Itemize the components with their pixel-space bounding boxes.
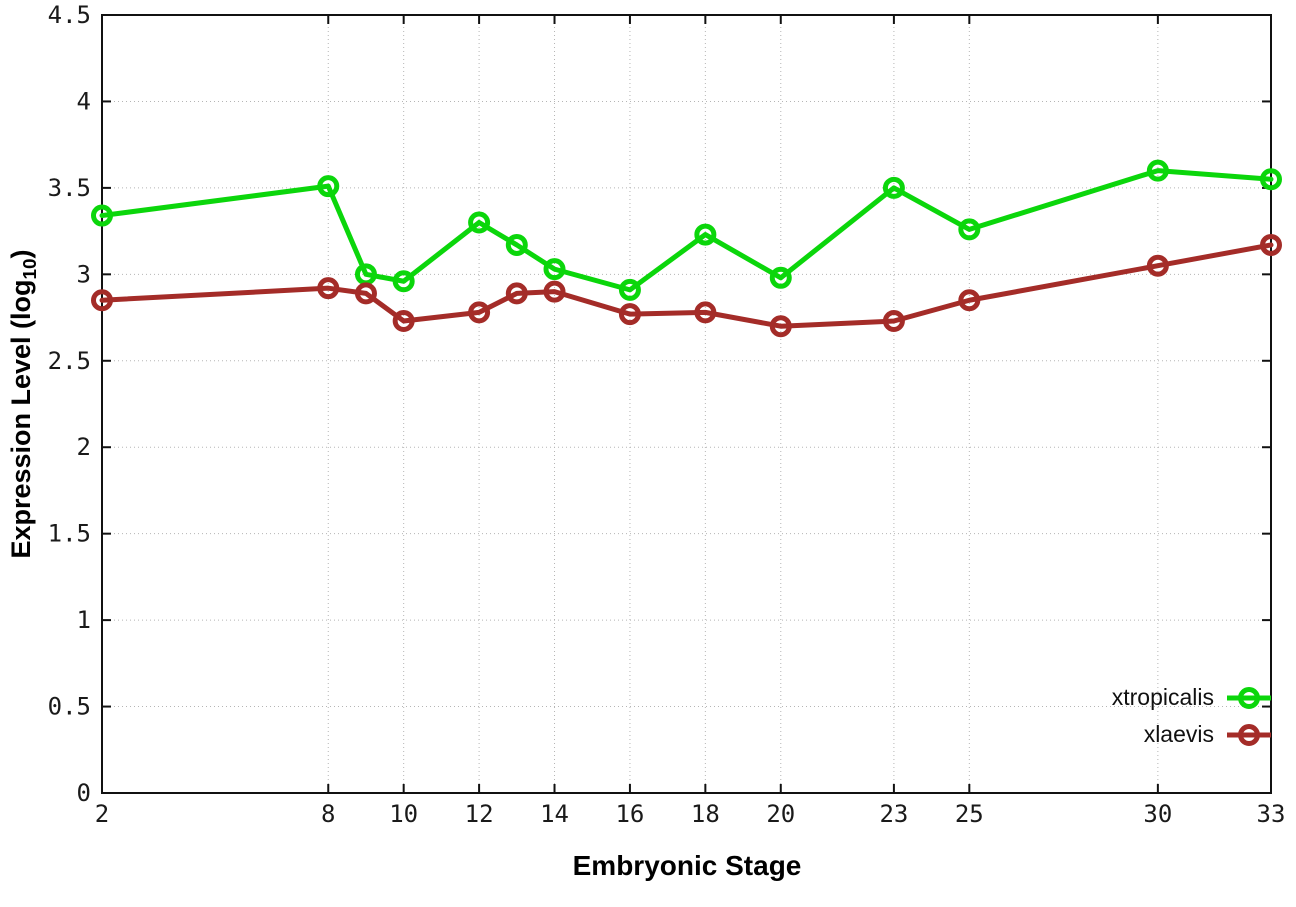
x-tick-label: 14 <box>540 800 569 828</box>
data-point-xtropicalis <box>694 223 717 246</box>
data-point-xtropicalis <box>958 218 981 241</box>
data-point-xlaevis <box>769 315 792 338</box>
data-point-xlaevis <box>354 282 377 305</box>
legend-item-xlaevis: xlaevis <box>1112 716 1272 753</box>
data-point-xlaevis <box>317 277 340 300</box>
data-point-xlaevis <box>468 301 491 324</box>
series-line-xlaevis <box>99 242 1274 329</box>
y-tick-label: 4 <box>77 87 91 115</box>
x-tick-label: 18 <box>691 800 720 828</box>
data-point-xlaevis <box>392 310 415 333</box>
y-tick-label: 0.5 <box>48 693 91 721</box>
data-point-xlaevis <box>618 303 641 326</box>
data-point-xtropicalis <box>1260 168 1282 191</box>
data-point-xtropicalis <box>618 278 641 301</box>
x-tick-label: 12 <box>465 800 494 828</box>
y-tick-label: 4.5 <box>48 1 91 29</box>
x-tick-label: 16 <box>615 800 644 828</box>
y-axis-title: Expression Level (log10) <box>6 249 42 558</box>
data-point-xlaevis <box>1146 254 1169 277</box>
y-axis-title-subscript: 10 <box>20 258 42 280</box>
x-tick-label: 23 <box>879 800 908 828</box>
y-tick-label: 1.5 <box>48 520 91 548</box>
data-point-xlaevis <box>543 280 566 303</box>
data-point-xlaevis <box>505 282 528 305</box>
legend-item-xtropicalis: xtropicalis <box>1112 679 1272 716</box>
legend-label-xtropicalis: xtropicalis <box>1111 684 1214 710</box>
x-tick-label: 10 <box>389 800 418 828</box>
x-tick-label: 25 <box>955 800 984 828</box>
y-axis-title-text: Expression Level (log <box>5 279 36 559</box>
y-tick-label: 0 <box>77 779 91 807</box>
series-line-xtropicalis <box>99 168 1274 293</box>
data-point-xlaevis <box>882 310 905 333</box>
y-axis-title-suffix: ) <box>5 249 36 259</box>
legend-label-xlaevis: xlaevis <box>1143 721 1214 747</box>
y-tick-label: 3.5 <box>48 174 91 202</box>
plot-border <box>101 14 1272 794</box>
y-tick-label: 3 <box>77 260 91 288</box>
x-tick-label: 30 <box>1143 800 1172 828</box>
legend-line-marker-icon <box>1227 686 1271 709</box>
data-point-xlaevis <box>958 289 981 312</box>
x-axis-title: Embryonic Stage <box>572 850 802 881</box>
legend: xtropicalis xlaevis <box>1112 679 1272 753</box>
data-point-xtropicalis <box>468 211 491 234</box>
data-point-xtropicalis <box>543 258 566 281</box>
x-tick-label: 33 <box>1257 800 1286 828</box>
x-tick-label: 8 <box>321 800 335 828</box>
data-point-xlaevis <box>91 289 113 312</box>
data-point-xtropicalis <box>882 176 905 199</box>
data-point-xtropicalis <box>505 233 528 256</box>
data-point-xtropicalis <box>1146 159 1169 182</box>
data-point-xtropicalis <box>91 204 113 227</box>
legend-line-marker-icon <box>1227 723 1271 746</box>
data-point-xlaevis <box>1260 233 1282 256</box>
x-tick-label: 2 <box>95 800 109 828</box>
y-tick-label: 2.5 <box>48 347 91 375</box>
x-tick-label: 20 <box>766 800 795 828</box>
data-point-xtropicalis <box>392 270 415 293</box>
data-point-xtropicalis <box>769 266 792 289</box>
y-tick-label: 2 <box>77 433 91 461</box>
y-tick-label: 1 <box>77 606 91 634</box>
data-point-xtropicalis <box>317 175 340 198</box>
data-point-xlaevis <box>694 301 717 324</box>
